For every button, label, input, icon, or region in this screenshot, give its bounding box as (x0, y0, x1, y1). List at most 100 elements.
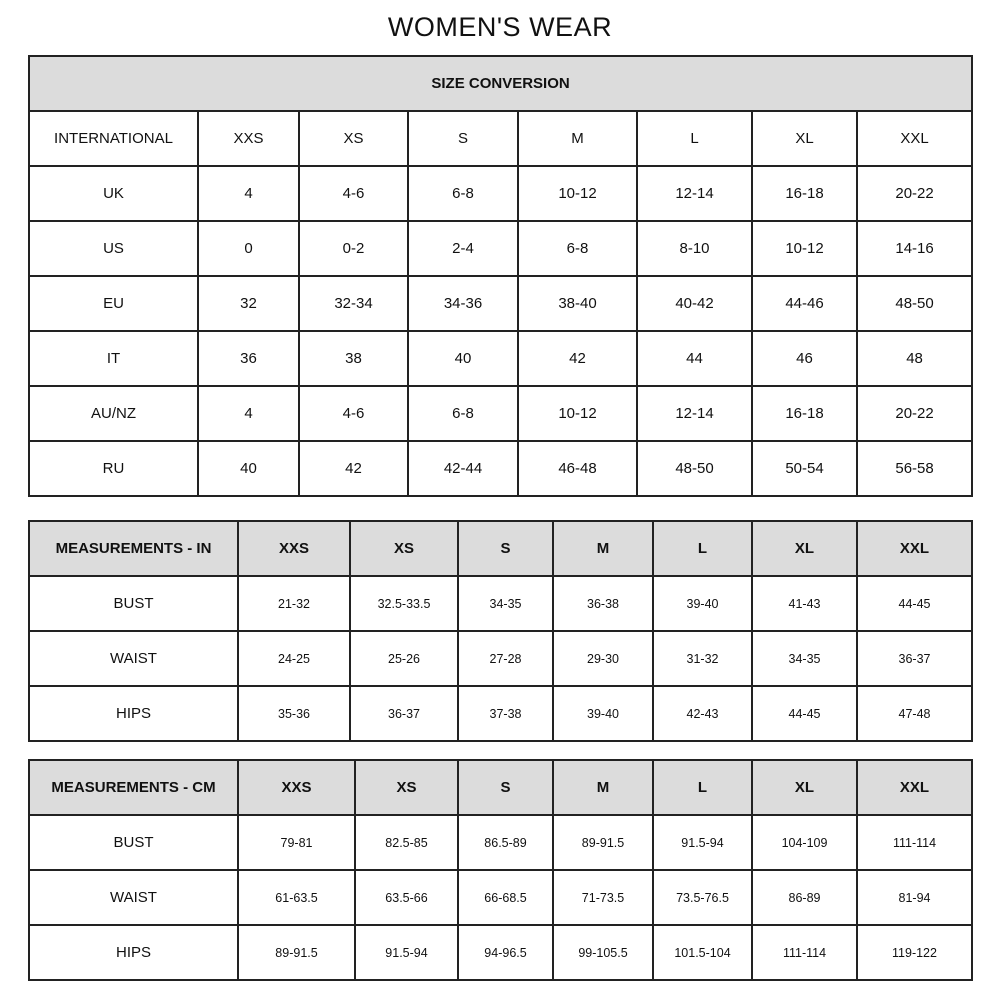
table-cell: S (457, 759, 554, 816)
table-cell: 119-122 (856, 924, 973, 981)
table-cell: S (457, 520, 554, 577)
table-cell: 4-6 (298, 165, 409, 222)
table-cell: 6-8 (407, 165, 519, 222)
measurements-cm-table: MEASUREMENTS - CM XXS XS S M L XL XXL BUST 79-81 8… (28, 759, 973, 981)
table-cell: 12-14 (636, 165, 753, 222)
table-cell: 0-2 (298, 220, 409, 277)
table-cell: 8-10 (636, 220, 753, 277)
table-cell: 4 (197, 165, 300, 222)
table-cell: M (517, 110, 638, 167)
table-header-row: MEASUREMENTS - IN XXS XS S M L XL XXL (28, 520, 973, 577)
table-cell: 46 (751, 330, 858, 387)
table-cell: 44-45 (856, 575, 973, 632)
table-cell: 81-94 (856, 869, 973, 926)
table-cell: XL (751, 759, 858, 816)
table-cell: XXL (856, 759, 973, 816)
table-cell: 86.5-89 (457, 814, 554, 871)
table-cell: 48 (855, 330, 974, 387)
table-cell: XS (298, 110, 409, 167)
row-label-cell: US (28, 220, 199, 277)
table-cell: 50-54 (751, 440, 858, 497)
table-cell: 111-114 (856, 814, 973, 871)
table-row: IT 36 38 40 42 44 46 48 (28, 330, 974, 387)
table-cell: 37-38 (457, 685, 554, 742)
table-cell: 66-68.5 (457, 869, 554, 926)
table-cell: 34-35 (457, 575, 554, 632)
table-cell: 2-4 (407, 220, 519, 277)
table-cell: 24-25 (237, 630, 351, 687)
row-label-cell: WAIST (28, 630, 239, 687)
table-cell: 32 (197, 275, 300, 332)
table-row: EU 32 32-34 34-36 38-40 40-42 44-46 48-50 (28, 275, 974, 332)
table-cell: 4 (197, 385, 300, 442)
table-cell: 111-114 (751, 924, 858, 981)
table-cell: 38 (298, 330, 409, 387)
row-label-cell: RU (28, 440, 199, 497)
table-row: HIPS 89-91.5 91.5-94 94-96.5 99-105.5 101.5-1… (28, 924, 973, 981)
row-label-cell: WAIST (28, 869, 239, 926)
table-row: US 0 0-2 2-4 6-8 8-10 10-12 14-16 (28, 220, 974, 277)
table-cell: XL (751, 520, 858, 577)
row-label-cell: AU/NZ (28, 385, 199, 442)
table-row: WAIST 24-25 25-26 27-28 29-30 31-32 34-35 36-37 (28, 630, 973, 687)
table-cell: 91.5-94 (354, 924, 459, 981)
table-cell: 36-37 (349, 685, 459, 742)
table-cell: 0 (197, 220, 300, 277)
table-cell: 36 (197, 330, 300, 387)
table-cell: 42-44 (407, 440, 519, 497)
table-cell: 82.5-85 (354, 814, 459, 871)
row-label-cell: UK (28, 165, 199, 222)
table-cell: XXS (237, 520, 351, 577)
table-cell: 21-32 (237, 575, 351, 632)
table-cell: 39-40 (552, 685, 654, 742)
table-cell: 38-40 (517, 275, 638, 332)
table-cell: 44 (636, 330, 753, 387)
table-cell: XXL (855, 110, 974, 167)
table-cell: 16-18 (751, 385, 858, 442)
table-cell: 89-91.5 (552, 814, 654, 871)
table-cell: XS (349, 520, 459, 577)
table-cell: 20-22 (855, 165, 974, 222)
table-cell: 32-34 (298, 275, 409, 332)
table-cell: 89-91.5 (237, 924, 356, 981)
table-cell: 40 (407, 330, 519, 387)
measurements-in-table: MEASUREMENTS - IN XXS XS S M L XL XXL BUST 21-32 3… (28, 520, 973, 742)
row-label-cell: HIPS (28, 685, 239, 742)
row-label-cell: BUST (28, 814, 239, 871)
table-cell: M (552, 759, 654, 816)
table-cell: 101.5-104 (652, 924, 753, 981)
table-row: AU/NZ 4 4-6 6-8 10-12 12-14 16-18 20-22 (28, 385, 974, 442)
table-cell: XXS (237, 759, 356, 816)
table-cell: 4-6 (298, 385, 409, 442)
table-cell: 42-43 (652, 685, 753, 742)
table-cell: S (407, 110, 519, 167)
table-cell: 79-81 (237, 814, 356, 871)
table-cell: 16-18 (751, 165, 858, 222)
table-cell: 6-8 (517, 220, 638, 277)
table-cell: 71-73.5 (552, 869, 654, 926)
table-cell: 91.5-94 (652, 814, 753, 871)
table-cell: 34-35 (751, 630, 858, 687)
table-cell: 6-8 (407, 385, 519, 442)
row-label-cell: HIPS (28, 924, 239, 981)
table-header-row: MEASUREMENTS - CM XXS XS S M L XL XXL (28, 759, 973, 816)
table-cell: 94-96.5 (457, 924, 554, 981)
table-cell: 44-46 (751, 275, 858, 332)
table-cell: XS (354, 759, 459, 816)
table-cell: 41-43 (751, 575, 858, 632)
page-title: WOMEN'S WEAR (387, 12, 613, 42)
table-cell: 36-37 (856, 630, 973, 687)
table-cell: 48-50 (636, 440, 753, 497)
table-cell: XL (751, 110, 858, 167)
table-row: UK 4 4-6 6-8 10-12 12-14 16-18 20-22 (28, 165, 974, 222)
table-cell: 42 (298, 440, 409, 497)
table-cell: 48-50 (855, 275, 974, 332)
table-cell: 56-58 (855, 440, 974, 497)
table-cell: L (652, 520, 753, 577)
table-cell: 36-38 (552, 575, 654, 632)
table-row: HIPS 35-36 36-37 37-38 39-40 42-43 44-45 47-48 (28, 685, 973, 742)
table-cell: 47-48 (856, 685, 973, 742)
table-cell: 99-105.5 (552, 924, 654, 981)
table-cell: 20-22 (855, 385, 974, 442)
table-cell: 73.5-76.5 (652, 869, 753, 926)
